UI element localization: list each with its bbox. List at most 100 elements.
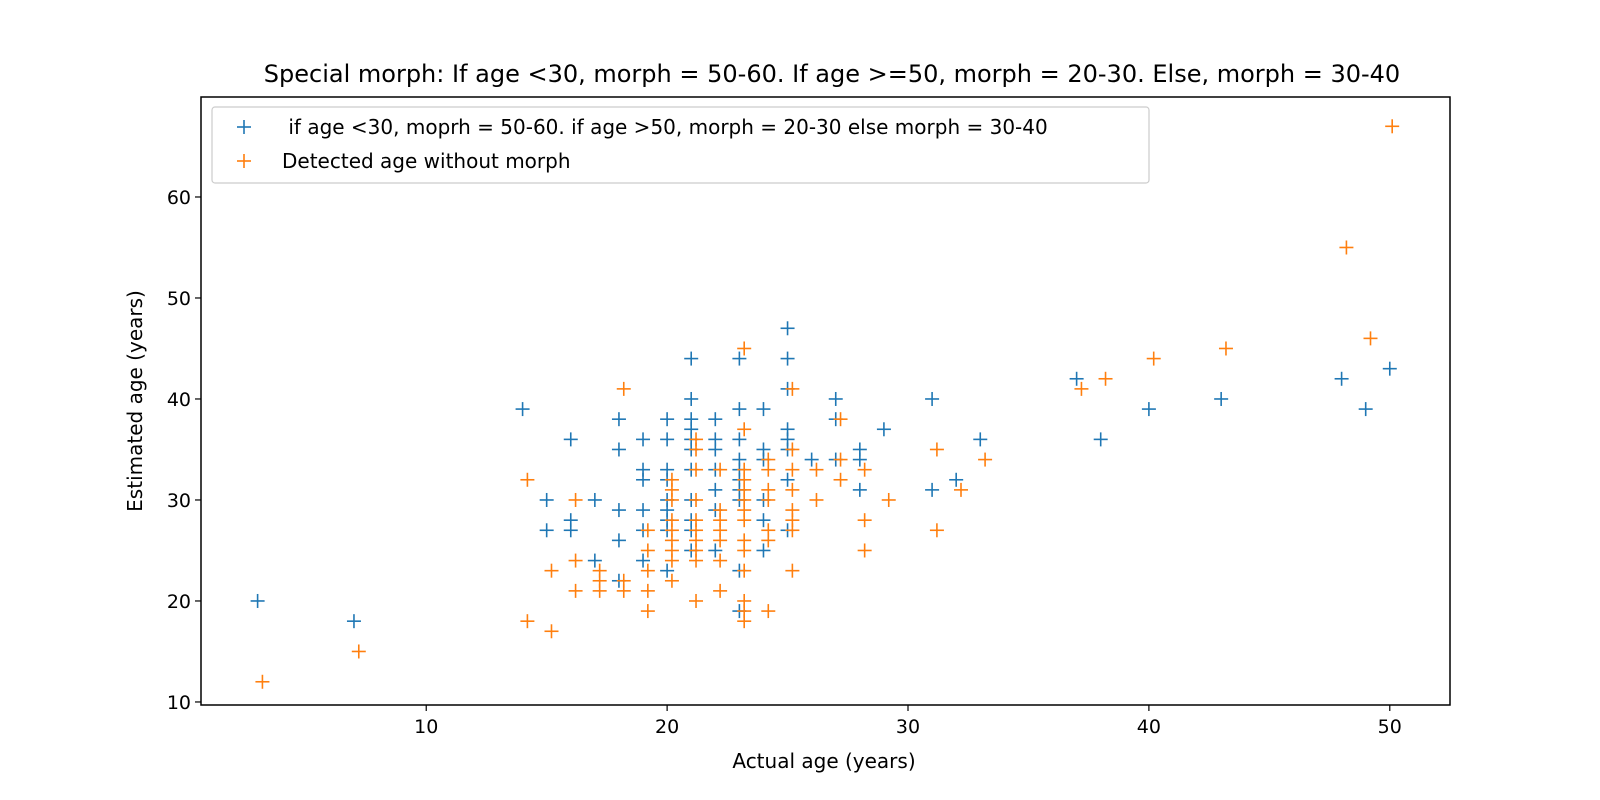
data-point-series-2 (664, 553, 679, 568)
data-point-series-1 (804, 452, 819, 467)
data-point-series-2 (689, 553, 704, 568)
data-point-series-2 (640, 543, 655, 558)
data-point-series-2 (544, 624, 559, 639)
data-point-series-2 (761, 604, 776, 619)
data-point-series-2 (737, 614, 752, 629)
data-point-series-2 (640, 523, 655, 538)
data-point-series-1 (346, 614, 361, 629)
data-point-series-1 (732, 402, 747, 417)
legend-box (211, 106, 1150, 184)
data-points (250, 119, 1400, 689)
data-point-series-1 (636, 432, 651, 447)
data-point-series-1 (756, 543, 771, 558)
data-point-series-2 (689, 593, 704, 608)
data-point-series-2 (1218, 341, 1233, 356)
data-point-series-2 (737, 513, 752, 528)
data-point-series-1 (1358, 402, 1373, 417)
x-tick-label: 20 (655, 716, 679, 738)
data-point-series-2 (809, 492, 824, 507)
data-point-series-1 (1069, 371, 1084, 386)
data-point-series-1 (515, 402, 530, 417)
data-point-series-1 (828, 391, 843, 406)
data-point-series-2 (520, 472, 535, 487)
data-point-series-1 (852, 452, 867, 467)
data-point-series-2 (689, 492, 704, 507)
data-point-series-1 (587, 553, 602, 568)
data-point-series-2 (785, 381, 800, 396)
data-point-series-2 (833, 452, 848, 467)
y-tick-label: 40 (167, 389, 191, 411)
data-point-series-1 (780, 321, 795, 336)
data-point-series-2 (616, 381, 631, 396)
data-point-series-2 (953, 482, 968, 497)
data-point-series-1 (611, 533, 626, 548)
data-point-series-2 (737, 422, 752, 437)
data-point-series-2 (351, 644, 366, 659)
data-point-series-1 (636, 553, 651, 568)
data-point-series-2 (857, 513, 872, 528)
data-point-series-1 (756, 402, 771, 417)
data-point-series-1 (611, 442, 626, 457)
y-tick-label: 10 (167, 692, 191, 714)
data-point-series-2 (857, 462, 872, 477)
data-point-series-1 (925, 391, 940, 406)
data-point-series-1 (563, 432, 578, 447)
data-point-series-2 (616, 583, 631, 598)
x-tick-label: 30 (896, 716, 920, 738)
data-point-series-1 (684, 391, 699, 406)
data-point-series-1 (708, 543, 723, 558)
data-point-series-2 (713, 583, 728, 598)
data-point-series-1 (756, 513, 771, 528)
data-point-series-2 (881, 492, 896, 507)
data-point-series-2 (737, 543, 752, 558)
data-point-series-2 (689, 442, 704, 457)
data-point-series-2 (568, 492, 583, 507)
data-point-series-2 (713, 533, 728, 548)
data-point-series-2 (737, 563, 752, 578)
data-point-series-1 (539, 523, 554, 538)
data-point-series-2 (568, 553, 583, 568)
data-point-series-1 (636, 503, 651, 518)
data-point-series-2 (713, 462, 728, 477)
data-point-series-2 (568, 583, 583, 598)
data-point-series-1 (611, 412, 626, 427)
data-point-series-1 (708, 442, 723, 457)
data-point-series-1 (1382, 361, 1397, 376)
data-point-series-1 (973, 432, 988, 447)
data-point-series-2 (785, 482, 800, 497)
legend-marker-series-2 (237, 154, 251, 168)
data-point-series-2 (1363, 331, 1378, 346)
x-tick-label: 50 (1378, 716, 1402, 738)
data-point-series-2 (785, 462, 800, 477)
data-point-series-2 (761, 492, 776, 507)
data-point-series-1 (708, 482, 723, 497)
data-point-series-2 (929, 523, 944, 538)
data-point-series-1 (660, 563, 675, 578)
legend-label-series-2: Detected age without morph (282, 149, 571, 173)
data-point-series-1 (780, 472, 795, 487)
data-point-series-2 (785, 523, 800, 538)
data-point-series-1 (539, 492, 554, 507)
data-point-series-2 (833, 472, 848, 487)
data-point-series-1 (636, 472, 651, 487)
data-point-series-1 (708, 412, 723, 427)
legend-marker-series-1 (237, 120, 251, 134)
data-point-series-1 (780, 351, 795, 366)
data-point-series-2 (785, 442, 800, 457)
data-point-series-2 (857, 543, 872, 558)
data-point-series-1 (949, 472, 964, 487)
data-point-series-1 (660, 432, 675, 447)
y-axis-label: Estimated age (years) (123, 290, 147, 512)
legend-marker-plus (237, 154, 251, 168)
y-tick-label: 50 (167, 288, 191, 310)
data-point-series-2 (544, 563, 559, 578)
data-point-series-2 (761, 462, 776, 477)
legend-marker-plus (237, 120, 251, 134)
data-point-series-2 (761, 533, 776, 548)
data-point-series-2 (833, 412, 848, 427)
data-point-series-2 (640, 583, 655, 598)
data-point-series-2 (640, 563, 655, 578)
data-point-series-1 (1093, 432, 1108, 447)
y-axis-ticks: 10 20 30 40 50 60 (167, 187, 201, 714)
